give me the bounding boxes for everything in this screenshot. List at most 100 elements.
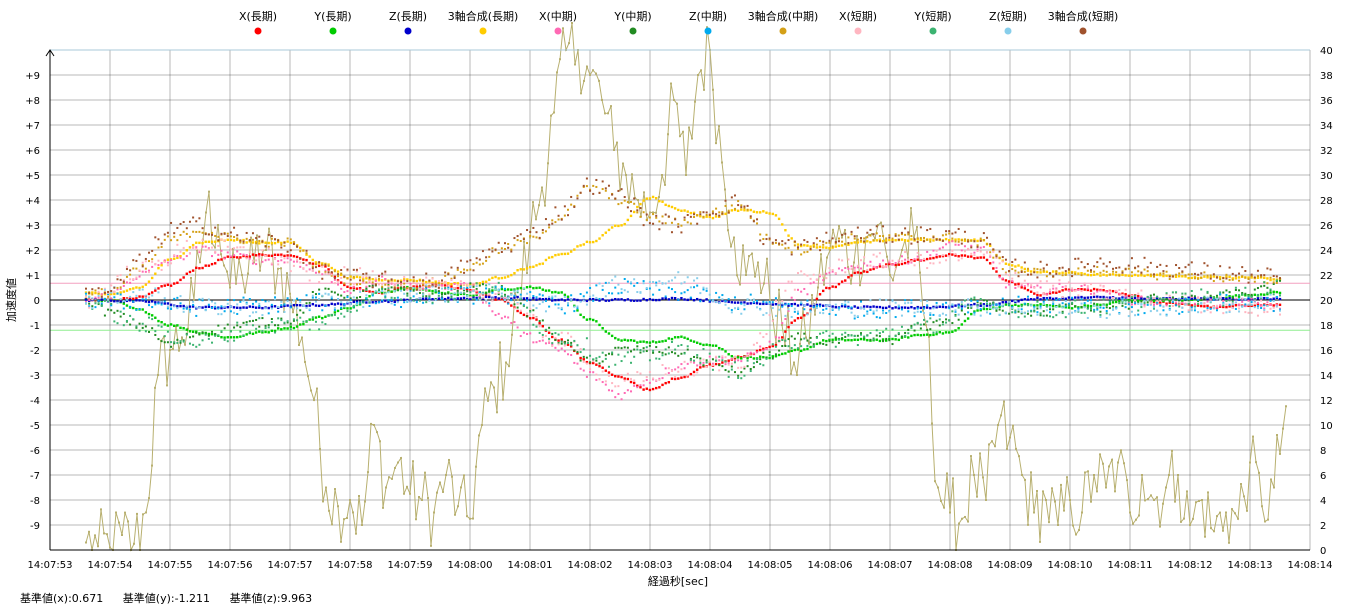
- data-point: [623, 355, 626, 358]
- data-point: [859, 237, 862, 240]
- right-axis-point: [1066, 476, 1068, 479]
- right-axis-point: [445, 474, 447, 476]
- right-axis-point: [355, 532, 357, 535]
- series-X(短期): [85, 238, 1281, 388]
- data-point: [497, 281, 500, 284]
- data-point: [601, 351, 604, 354]
- data-point: [526, 315, 529, 318]
- data-point: [768, 351, 771, 354]
- data-point: [245, 302, 248, 305]
- data-point: [147, 300, 151, 304]
- data-point: [396, 288, 399, 291]
- data-point: [633, 284, 636, 287]
- data-point: [355, 270, 358, 273]
- data-point: [157, 291, 160, 294]
- data-point: [1171, 297, 1175, 301]
- data-point: [850, 241, 853, 245]
- series-X(長期): [84, 252, 1282, 392]
- data-point: [346, 285, 349, 289]
- data-point: [888, 262, 891, 266]
- data-point: [841, 333, 844, 336]
- data-point: [264, 330, 267, 334]
- data-point: [274, 258, 277, 261]
- data-point: [1269, 291, 1272, 295]
- data-point: [210, 262, 214, 266]
- data-point: [226, 255, 229, 258]
- data-point: [787, 280, 790, 283]
- data-point: [992, 256, 995, 259]
- data-point: [211, 341, 214, 344]
- data-point: [150, 276, 154, 280]
- data-point: [362, 273, 365, 276]
- data-point: [88, 299, 91, 302]
- data-point: [989, 255, 992, 258]
- data-point: [1026, 312, 1029, 315]
- data-point: [869, 234, 872, 237]
- data-point: [1036, 284, 1039, 287]
- data-point: [1228, 299, 1231, 302]
- right-axis-point: [190, 276, 192, 279]
- data-point: [1171, 301, 1174, 304]
- data-point: [573, 205, 576, 208]
- data-point: [721, 299, 724, 303]
- data-point: [1155, 296, 1159, 300]
- data-point: [825, 304, 828, 307]
- data-point: [371, 277, 374, 281]
- right-axis-point: [850, 282, 852, 285]
- data-point: [1149, 294, 1152, 297]
- data-point: [450, 285, 453, 288]
- data-point: [960, 323, 964, 326]
- data-point: [560, 298, 563, 301]
- data-point: [211, 330, 214, 333]
- right-axis-point: [430, 544, 432, 547]
- data-point: [645, 197, 648, 200]
- data-point: [1253, 293, 1256, 297]
- data-point: [589, 188, 592, 191]
- data-point: [667, 352, 670, 355]
- data-point: [1051, 270, 1055, 273]
- right-axis-point: [367, 471, 369, 474]
- data-point: [916, 241, 919, 244]
- data-point: [377, 283, 380, 286]
- data-point: [730, 311, 733, 314]
- data-point: [945, 321, 948, 324]
- data-point: [488, 248, 491, 251]
- data-point: [929, 312, 932, 315]
- right-axis-point: [184, 343, 186, 346]
- right-axis-point: [706, 26, 708, 29]
- data-point: [135, 325, 138, 328]
- data-point: [236, 234, 239, 237]
- data-point: [1080, 295, 1083, 299]
- data-point: [604, 383, 607, 386]
- data-point: [447, 273, 450, 276]
- data-point: [179, 255, 182, 258]
- data-point: [1067, 268, 1070, 271]
- data-point: [119, 274, 122, 277]
- data-point: [894, 335, 897, 338]
- data-point: [277, 239, 280, 242]
- data-point: [532, 341, 535, 344]
- data-point: [589, 371, 592, 374]
- data-point: [610, 334, 614, 338]
- data-point: [809, 336, 812, 339]
- data-point: [280, 259, 283, 262]
- right-axis-point: [742, 244, 744, 247]
- data-point: [831, 307, 834, 310]
- data-point: [1130, 296, 1133, 299]
- data-point: [904, 258, 907, 261]
- data-point: [680, 344, 683, 347]
- data-point: [236, 250, 239, 253]
- data-point: [790, 335, 793, 338]
- data-point: [680, 363, 683, 366]
- data-point: [1253, 301, 1256, 304]
- right-axis-point: [535, 218, 537, 221]
- data-point: [693, 359, 696, 362]
- data-point: [1121, 270, 1124, 273]
- right-axis-point: [1285, 405, 1287, 408]
- right-axis-point: [988, 443, 990, 446]
- data-point: [1247, 277, 1250, 280]
- data-point: [891, 237, 894, 240]
- data-point: [787, 345, 790, 348]
- data-point: [226, 302, 229, 305]
- data-point: [286, 304, 289, 307]
